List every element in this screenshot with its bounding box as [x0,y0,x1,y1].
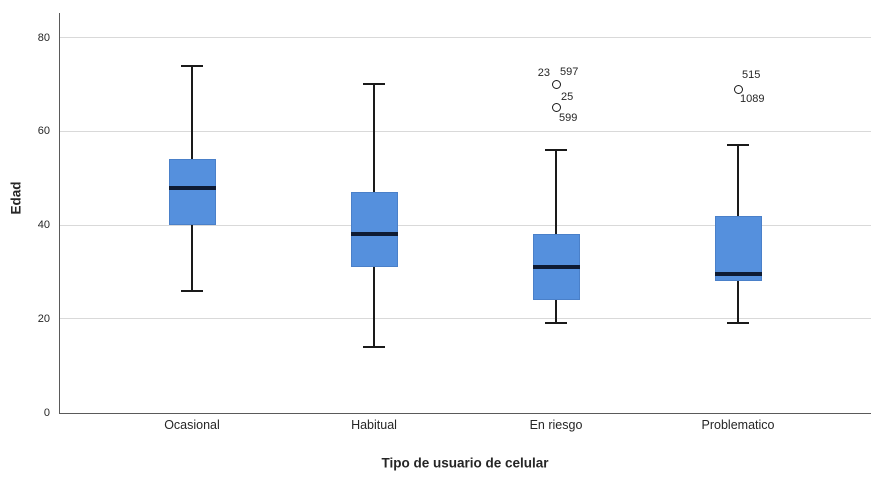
gridline-80 [59,37,871,38]
y-tick-label-20: 20 [37,312,50,325]
y-tick-label-0: 0 [43,406,50,419]
whisker-upper-habitual [373,84,375,193]
whisker-lower-ocasional [191,225,193,291]
outlier-label-23: 23 [537,67,550,80]
median-line-en-riesgo [532,265,580,270]
median-line-problematico [714,272,762,277]
x-category-label-ocasional: Ocasional [164,417,220,432]
whisker-upper-problematico [737,145,739,216]
x-axis-title: Tipo de usuario de celular [381,455,549,471]
y-tick-label-80: 80 [37,31,50,44]
outlier-label-597: 597 [560,66,579,79]
x-axis-line [59,412,871,414]
whisker-cap-max-problematico [727,144,749,147]
outlier-label-1089: 1089 [740,93,765,106]
outlier-point-en-riesgo-0 [551,79,561,89]
y-tick-label-60: 60 [37,125,50,138]
outlier-label-599: 599 [559,111,578,124]
whisker-cap-min-ocasional [181,289,203,292]
whisker-lower-problematico [737,281,739,324]
outlier-point-problematico-0 [733,84,743,94]
whisker-cap-min-habitual [363,345,385,348]
box-problematico [714,215,762,282]
gridline-40 [59,224,871,226]
median-line-ocasional [168,185,216,190]
whisker-upper-ocasional [191,65,193,160]
gridline-20 [59,318,871,320]
whisker-cap-max-en-riesgo [545,149,567,151]
x-category-label-habitual: Habitual [351,417,397,432]
x-category-label-problematico: Problematico [701,417,775,432]
whisker-cap-min-problematico [727,322,749,325]
whisker-cap-max-ocasional [181,64,203,67]
y-tick-label-40: 40 [37,219,50,231]
whisker-lower-en-riesgo [555,300,557,324]
y-axis-line [59,13,60,413]
gridline-60 [59,130,871,132]
box-ocasional [168,159,216,225]
outlier-label-515: 515 [742,69,761,82]
whisker-lower-habitual [373,267,375,347]
whisker-upper-en-riesgo [555,150,557,235]
whisker-cap-min-en-riesgo [545,322,567,325]
outlier-label-25: 25 [561,90,574,103]
median-line-habitual [350,232,398,237]
x-category-label-en-riesgo: En riesgo [529,417,583,432]
box-habitual [350,192,398,268]
y-axis-title: Edad [8,181,24,215]
outlier-point-en-riesgo-1 [551,103,561,113]
whisker-cap-max-habitual [363,83,385,86]
